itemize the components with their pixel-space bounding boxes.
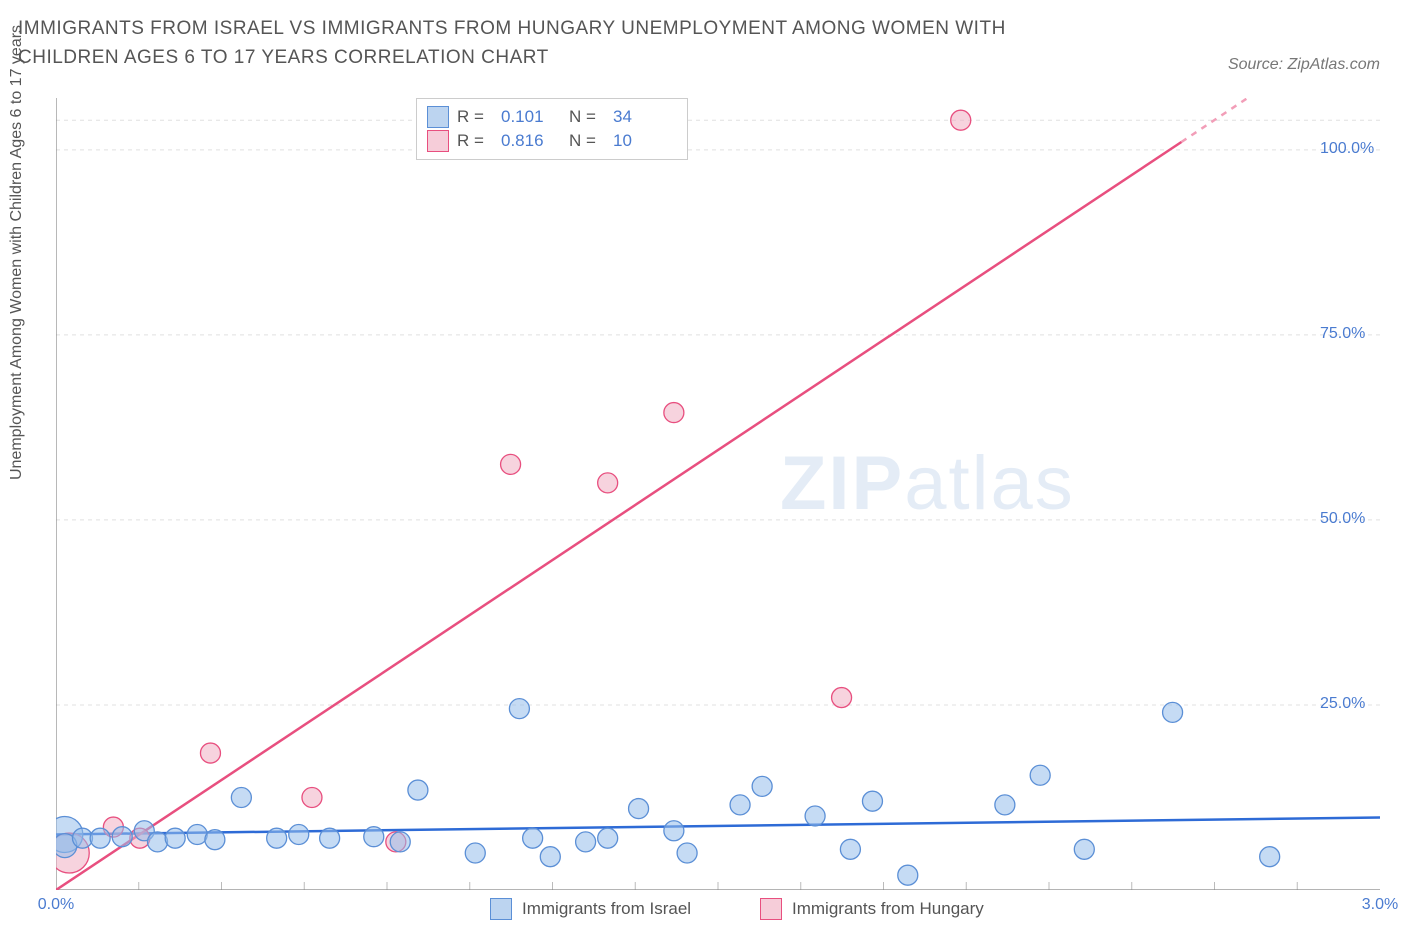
legend-swatch — [427, 106, 449, 128]
legend-series-israel: Immigrants from Israel — [490, 898, 691, 920]
legend-swatch-israel — [490, 898, 512, 920]
legend-series-hungary: Immigrants from Hungary — [760, 898, 984, 920]
source-label: Source: ZipAtlas.com — [1228, 56, 1380, 74]
x-tick-label: 0.0% — [38, 896, 74, 914]
legend-correlation: R =0.101N =34R =0.816N =10 — [416, 98, 688, 160]
legend-swatch-hungary — [760, 898, 782, 920]
y-tick-label: 50.0% — [1320, 510, 1365, 528]
legend-label: Immigrants from Hungary — [792, 899, 984, 919]
x-tick-label: 3.0% — [1362, 896, 1398, 914]
y-tick-label: 100.0% — [1320, 140, 1374, 158]
legend-row: R =0.816N =10 — [427, 129, 673, 153]
y-axis-label: Unemployment Among Women with Children A… — [8, 25, 26, 480]
chart-title: IMMIGRANTS FROM ISRAEL VS IMMIGRANTS FRO… — [18, 14, 1098, 73]
scatter-plot — [56, 98, 1380, 890]
legend-swatch — [427, 130, 449, 152]
legend-row: R =0.101N =34 — [427, 105, 673, 129]
y-tick-label: 75.0% — [1320, 325, 1365, 343]
chart-container: IMMIGRANTS FROM ISRAEL VS IMMIGRANTS FRO… — [0, 0, 1406, 930]
legend-label: Immigrants from Israel — [522, 899, 691, 919]
y-tick-label: 25.0% — [1320, 695, 1365, 713]
